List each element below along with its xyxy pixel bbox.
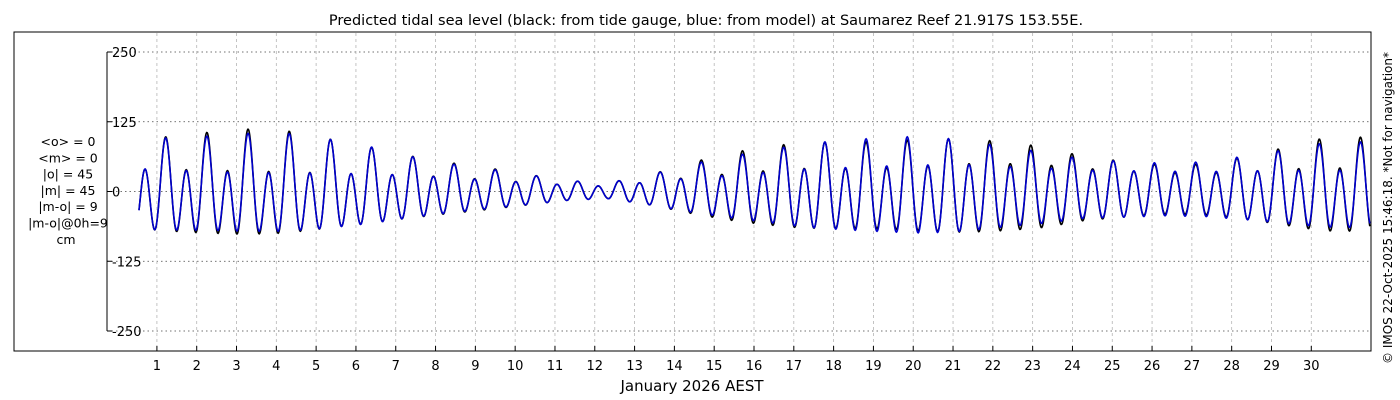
x-tick-label: 29 [1263,359,1280,374]
x-tick-label: 27 [1184,359,1201,374]
x-tick-label: 21 [945,359,962,374]
copyright-note: © IMOS 22-Oct-2025 15:46:18. *Not for na… [1381,52,1395,364]
chart-title: Predicted tidal sea level (black: from t… [329,13,1083,29]
x-tick-label: 20 [905,359,922,374]
plot-area-frame [13,31,1372,352]
stats-line: |m| = 45 [41,183,96,198]
x-tick-label: 10 [507,359,524,374]
y-tick-labels: 250 125 0 -125 -250 [107,46,142,340]
series-layer [138,128,1371,235]
stats-panel: <o> = 0<m> = 0 |o| = 45|m| = 45|m-o| = 9 |… [28,134,108,247]
x-tick-label: 28 [1223,359,1240,374]
x-tick-label: 8 [431,359,439,374]
stats-line: <m> = 0 [38,150,98,165]
x-tick-label: 15 [706,359,723,374]
x-tick-label: 16 [746,359,763,374]
x-tick-label: 7 [392,359,400,374]
x-tick-label: 30 [1303,359,1320,374]
x-tick-label: 4 [272,359,280,374]
x-tick-label: 25 [1104,359,1121,374]
x-tick-label: 1 [153,359,161,374]
x-axis-label: January 2026 AEST [620,377,765,395]
y-tick-label: -250 [112,325,142,340]
x-tick-label: 13 [626,359,643,374]
stats-line: cm [56,232,75,247]
x-tick-label: 23 [1024,359,1041,374]
series-line-model [138,132,1371,234]
grid-layer [107,33,1371,350]
x-tick-label: 12 [587,359,604,374]
x-tick-label: 2 [193,359,201,374]
x-tick-label: 24 [1064,359,1081,374]
y-tick-label: 250 [112,46,137,61]
x-tick-label: 19 [865,359,882,374]
stats-line: <o> = 0 [41,134,96,149]
y-tick-label: 125 [112,116,137,131]
stats-line: |o| = 45 [43,167,93,182]
x-tick-label: 14 [666,359,683,374]
x-tick-label: 11 [547,359,564,374]
x-tick-label: 5 [312,359,320,374]
x-tick-label: 9 [471,359,479,374]
x-tick-label: 17 [786,359,803,374]
y-tick-label: -125 [112,255,142,270]
x-tick-label: 3 [232,359,240,374]
x-tick-label: 22 [985,359,1002,374]
stats-line: |m-o|@0h=9 [28,216,108,231]
x-tick-label: 6 [352,359,360,374]
x-tick-label: 18 [825,359,842,374]
stats-line: |m-o| = 9 [38,199,97,214]
x-tick-labels: 1 2 3 4 5 6 7 8 9 10 11 12 13 14 15 16 17 18 19 20 21 22 23 24 2… [153,346,1320,374]
x-tick-label: 26 [1144,359,1161,374]
y-tick-label: 0 [112,186,120,201]
